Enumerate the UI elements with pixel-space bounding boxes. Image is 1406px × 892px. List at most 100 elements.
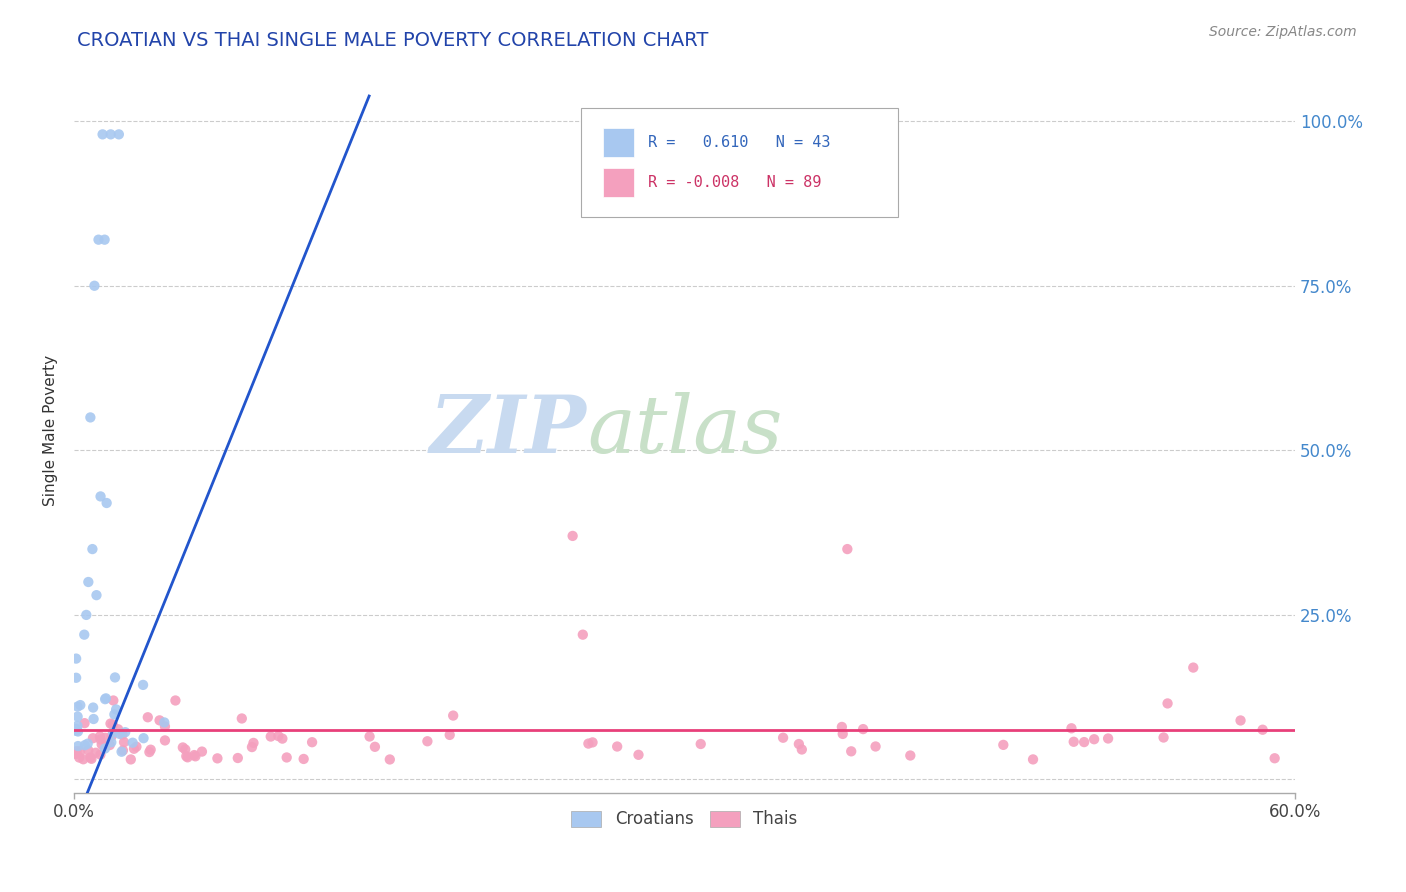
Point xyxy=(176,749,198,764)
Point xyxy=(267,729,290,743)
Point xyxy=(359,730,381,744)
Point xyxy=(301,735,323,749)
Point xyxy=(94,692,117,706)
Point xyxy=(132,678,155,692)
Point xyxy=(121,736,143,750)
Point xyxy=(66,699,89,714)
Point xyxy=(176,750,198,764)
Point xyxy=(153,715,176,730)
Point xyxy=(184,749,207,764)
Point xyxy=(73,716,96,731)
Point xyxy=(831,727,853,741)
Point xyxy=(1060,721,1083,735)
Point xyxy=(110,745,132,759)
Point xyxy=(276,750,298,764)
Point xyxy=(87,233,110,247)
Text: ZIP: ZIP xyxy=(430,392,586,469)
Point xyxy=(76,737,98,751)
Point xyxy=(271,731,294,746)
Point xyxy=(65,744,87,758)
Point xyxy=(79,410,101,425)
Point xyxy=(100,735,122,749)
Point xyxy=(1264,751,1286,765)
Point xyxy=(94,741,117,756)
Point xyxy=(90,738,112,752)
Point xyxy=(839,744,862,758)
Point xyxy=(101,725,124,739)
Point xyxy=(191,745,214,759)
Point xyxy=(1022,752,1045,766)
Point xyxy=(66,719,89,733)
Text: R = -0.008   N = 89: R = -0.008 N = 89 xyxy=(648,175,821,190)
Point xyxy=(148,714,170,728)
Point xyxy=(1063,735,1085,749)
Point xyxy=(993,738,1015,752)
FancyBboxPatch shape xyxy=(603,128,634,157)
Point xyxy=(364,739,387,754)
Point xyxy=(572,628,595,642)
Point xyxy=(82,542,104,557)
Point xyxy=(292,752,315,766)
Point xyxy=(416,734,439,748)
Point xyxy=(139,742,162,756)
Point xyxy=(153,719,176,733)
Point xyxy=(125,739,148,754)
Point xyxy=(242,736,264,750)
Point xyxy=(1097,731,1119,746)
Point xyxy=(153,733,176,747)
Point xyxy=(65,747,87,761)
Text: R =   0.610   N = 43: R = 0.610 N = 43 xyxy=(648,135,831,150)
Point xyxy=(114,725,136,739)
Point xyxy=(439,728,461,742)
Point xyxy=(108,727,131,741)
Point xyxy=(1073,735,1095,749)
Point xyxy=(136,710,159,724)
Point xyxy=(107,723,129,737)
Point xyxy=(852,722,875,736)
Point xyxy=(1251,723,1274,737)
Point xyxy=(91,128,114,142)
Point xyxy=(69,698,91,712)
Point xyxy=(86,588,108,602)
Point xyxy=(1229,714,1251,728)
Point xyxy=(226,751,249,765)
Point xyxy=(865,739,887,754)
Point xyxy=(103,693,125,707)
Point xyxy=(172,740,194,755)
Point xyxy=(112,735,135,749)
Point xyxy=(72,752,94,766)
Text: Source: ZipAtlas.com: Source: ZipAtlas.com xyxy=(1209,25,1357,39)
Point xyxy=(105,702,128,716)
Point xyxy=(83,712,105,726)
Point xyxy=(83,278,105,293)
Point xyxy=(66,724,89,739)
Point xyxy=(73,628,96,642)
Point xyxy=(837,542,859,557)
Point xyxy=(790,742,813,756)
Point xyxy=(831,720,853,734)
FancyBboxPatch shape xyxy=(581,108,898,217)
Point xyxy=(689,737,711,751)
Point xyxy=(101,717,124,731)
Point xyxy=(100,716,122,731)
Point xyxy=(260,730,283,744)
Text: CROATIAN VS THAI SINGLE MALE POVERTY CORRELATION CHART: CROATIAN VS THAI SINGLE MALE POVERTY COR… xyxy=(77,31,709,50)
Point xyxy=(174,742,197,756)
Point xyxy=(1156,697,1178,711)
Point xyxy=(82,700,104,714)
Point xyxy=(98,738,121,752)
Point xyxy=(94,691,117,706)
Point xyxy=(606,739,628,754)
Point xyxy=(80,752,103,766)
Point xyxy=(89,747,111,762)
Point xyxy=(66,709,89,723)
Point xyxy=(100,128,122,142)
Point xyxy=(122,741,145,756)
Point xyxy=(627,747,650,762)
Point xyxy=(1153,731,1175,745)
Point xyxy=(73,738,96,752)
Point xyxy=(65,651,87,665)
Point xyxy=(77,743,100,757)
Point xyxy=(94,731,117,745)
Point xyxy=(103,707,125,722)
